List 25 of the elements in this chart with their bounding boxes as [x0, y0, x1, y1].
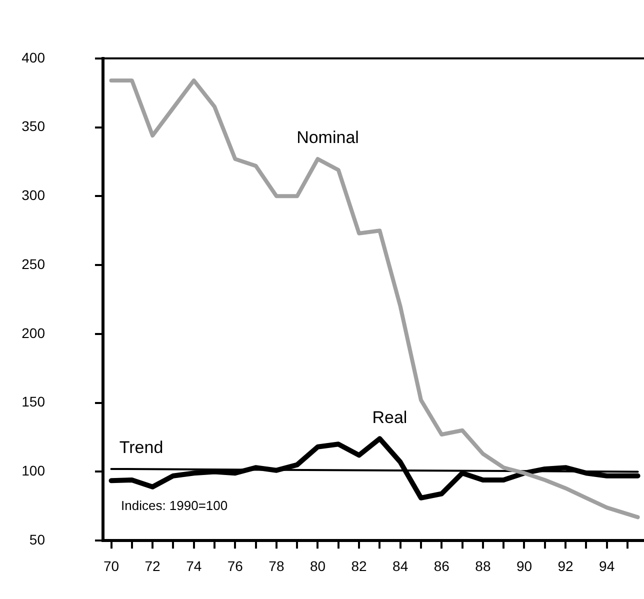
x-tick-label: 76 [227, 558, 244, 574]
y-tick-label: 250 [22, 256, 46, 272]
series-label: Nominal [296, 128, 359, 148]
y-tick-label: 400 [22, 49, 46, 66]
x-tick-label: 92 [558, 558, 574, 574]
series-label: Real [372, 408, 408, 427]
series-label: Trend [119, 438, 164, 458]
x-tick-label: 78 [268, 558, 284, 574]
y-tick-label: 150 [22, 394, 46, 410]
x-tick-label: 72 [144, 558, 161, 574]
x-tick-label: 90 [516, 558, 532, 574]
x-tick-label: 70 [103, 558, 120, 574]
x-tick-label: 84 [392, 558, 408, 574]
x-tick-label: 74 [186, 558, 202, 574]
y-tick-label: 350 [22, 118, 46, 134]
x-tick-label: 82 [351, 558, 368, 574]
x-tick-label: 80 [310, 558, 326, 574]
x-tick-label: 86 [434, 558, 450, 574]
y-tick-label: 50 [29, 531, 46, 548]
annotation: Indices: 1990=100 [121, 498, 228, 514]
x-tick-label: 88 [475, 558, 491, 574]
y-tick-label: 100 [22, 462, 46, 479]
y-tick-label: 300 [22, 187, 46, 204]
x-tick-label: 94 [599, 558, 615, 574]
y-tick-label: 200 [22, 324, 46, 341]
